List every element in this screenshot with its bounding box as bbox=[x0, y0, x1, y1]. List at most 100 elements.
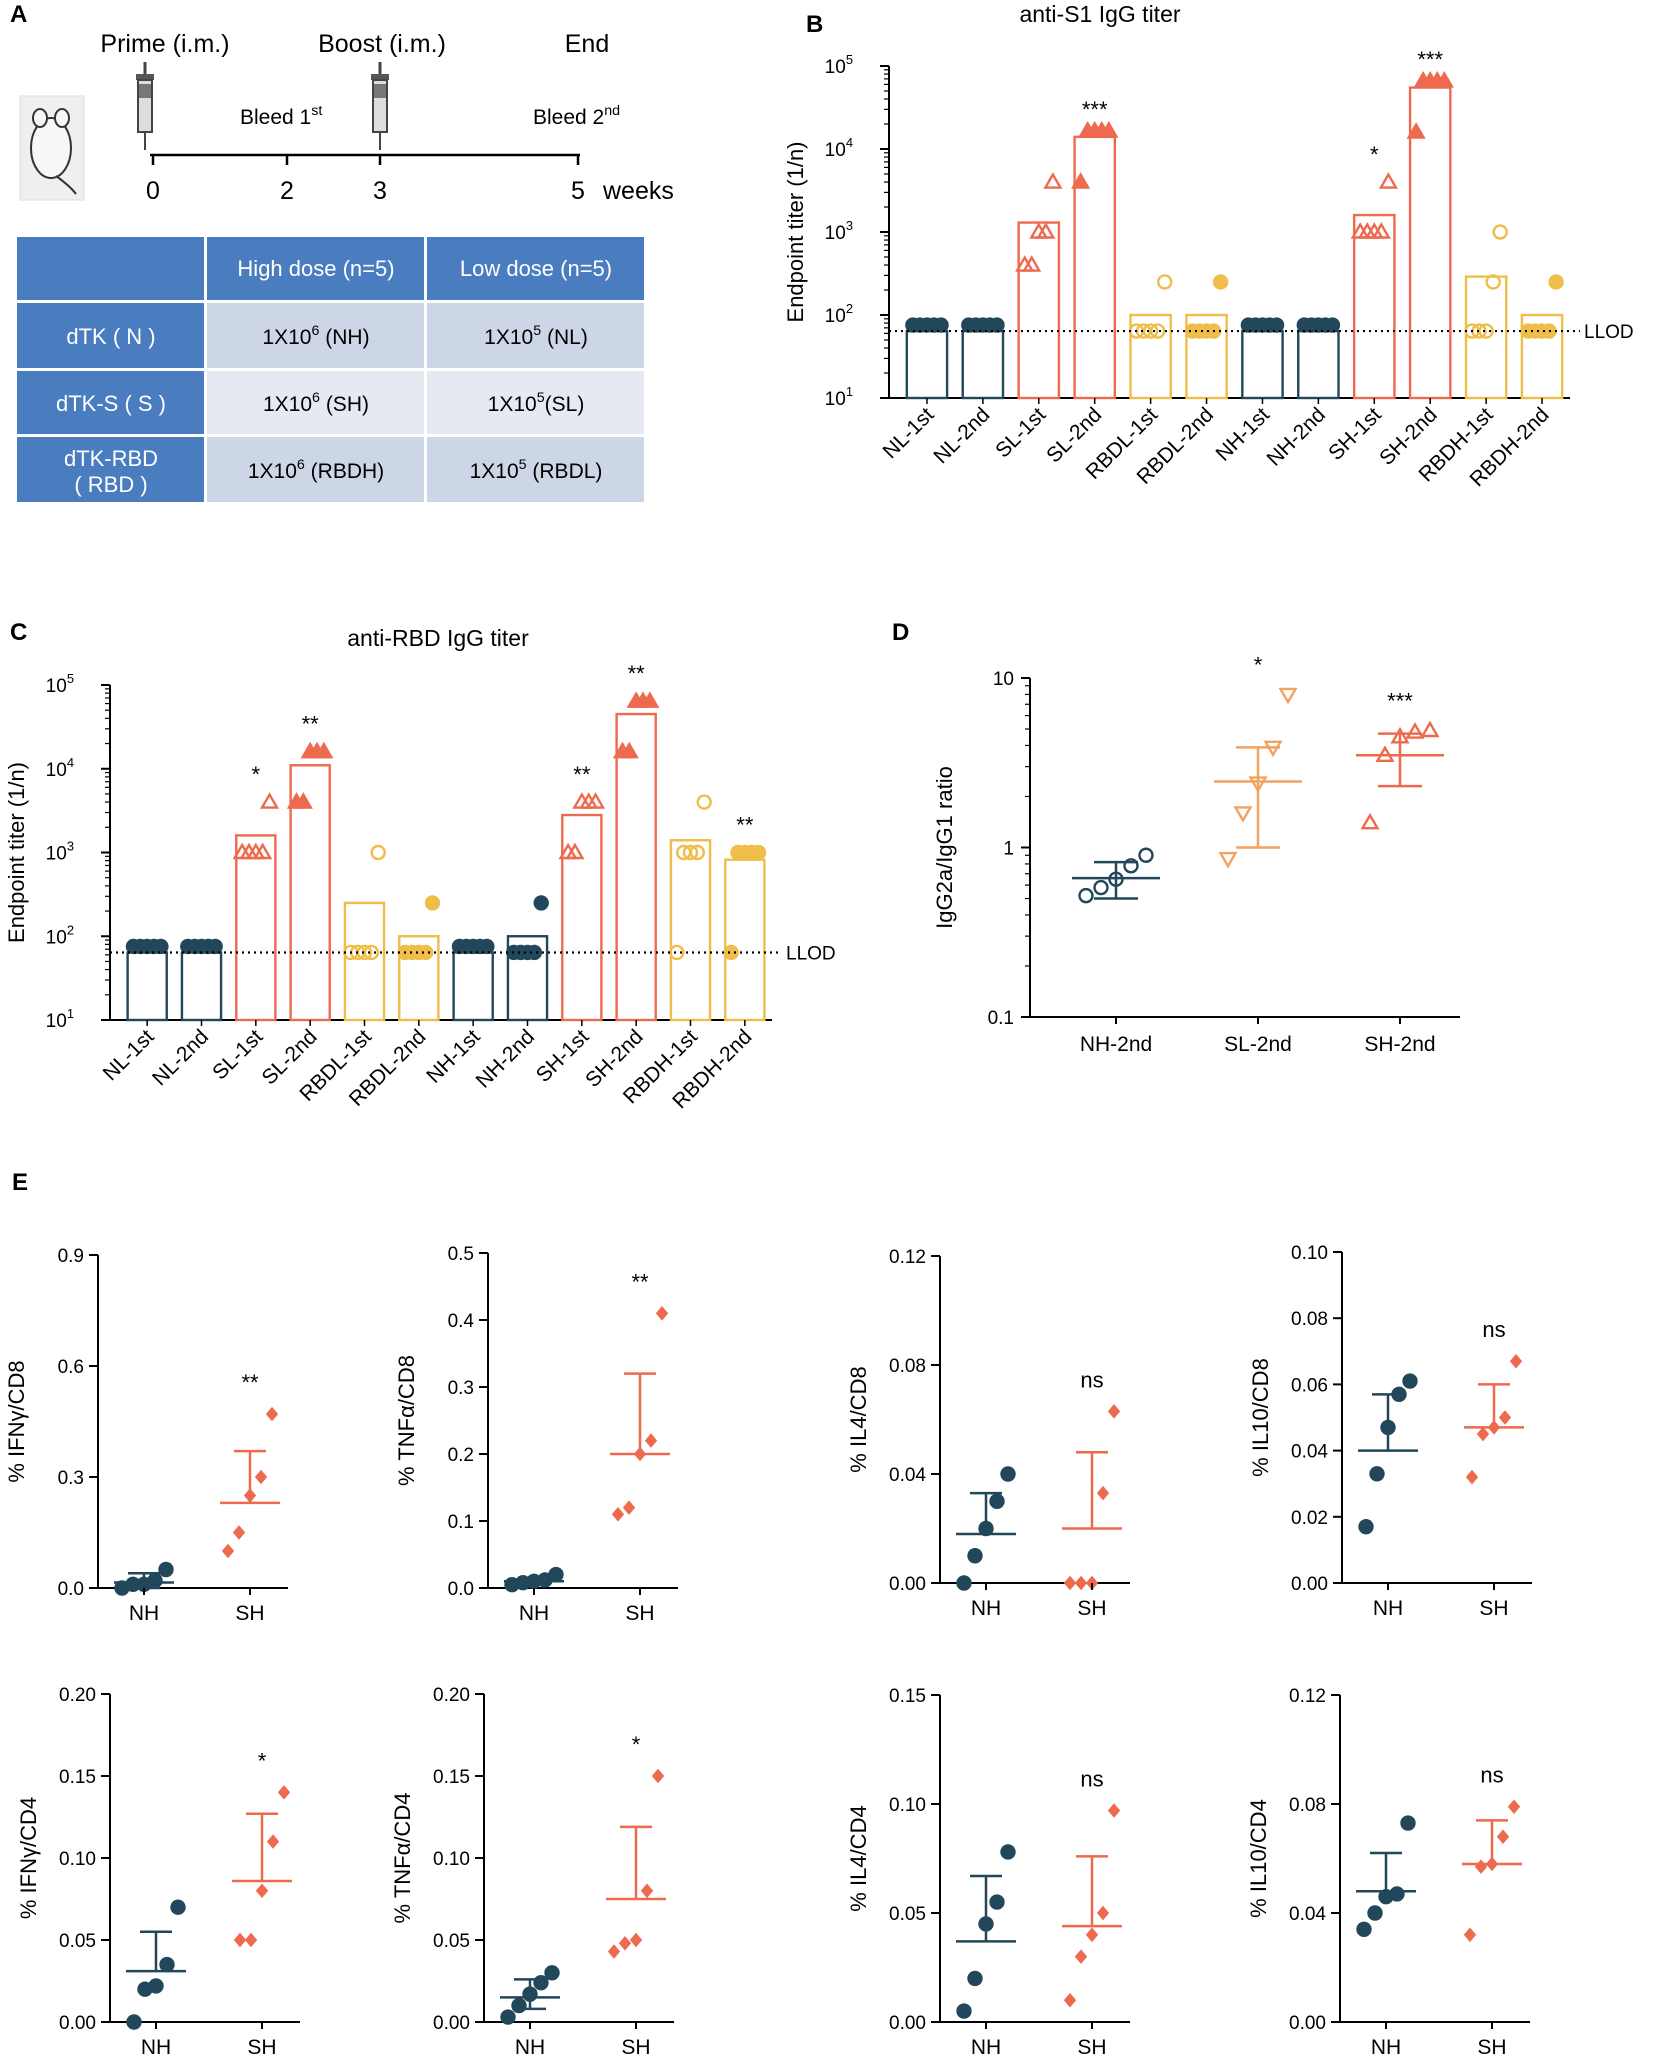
data-point bbox=[629, 1932, 643, 1948]
y-tick-label: 0.00 bbox=[1289, 2013, 1326, 2034]
group-label: NH bbox=[1373, 1597, 1403, 1620]
table-cell bbox=[427, 237, 644, 300]
label-base: 10 bbox=[46, 1011, 67, 1032]
group-label: NH-2nd bbox=[1080, 1033, 1152, 1056]
data-point bbox=[682, 844, 699, 861]
data-point bbox=[585, 792, 606, 809]
y-tick-label: 103 bbox=[825, 218, 853, 244]
data-point bbox=[500, 2009, 516, 2025]
timeline-tick-label: 0 bbox=[146, 177, 160, 205]
data-point bbox=[1157, 274, 1173, 290]
y-tick-label: 102 bbox=[46, 922, 74, 948]
panel-a-label: A bbox=[10, 1, 27, 28]
label-superscript: 6 bbox=[297, 457, 305, 473]
data-point bbox=[1360, 812, 1380, 830]
table-cell bbox=[17, 237, 204, 300]
y-tick-label: 0.00 bbox=[1291, 1574, 1328, 1595]
syringe-handle bbox=[371, 74, 389, 80]
llod-label: LLOD bbox=[786, 943, 836, 964]
label-superscript: 5 bbox=[537, 390, 545, 406]
y-tick-label: 0.08 bbox=[1289, 1795, 1326, 1816]
significance-label: *** bbox=[1387, 689, 1413, 714]
y-tick-label: 0.2 bbox=[448, 1445, 474, 1466]
data-point bbox=[417, 944, 434, 961]
significance-label: * bbox=[252, 762, 261, 787]
table-cell bbox=[207, 437, 424, 502]
panel-a: A 0 2 3 5 weeks Prime (i.m.) Boost (i.m.) End Ble… bbox=[10, 1, 674, 502]
data-point bbox=[1107, 1803, 1121, 1818]
y-tick-label: 0.04 bbox=[889, 1465, 926, 1486]
event-end: End bbox=[565, 30, 609, 58]
y-axis-title: IgG2a/IgG1 ratio bbox=[932, 766, 957, 929]
data-point bbox=[148, 1978, 164, 1994]
data-point bbox=[254, 1469, 268, 1485]
syringe-fluid bbox=[139, 84, 151, 98]
y-tick-label: 0.00 bbox=[59, 2013, 96, 2034]
y-tick-label: 0.5 bbox=[448, 1244, 474, 1265]
data-point bbox=[618, 1936, 632, 1951]
panel-e8-chart: 0.00 0.04 0.08 0.12 % IL10/CD4 NH ns SH bbox=[1246, 1686, 1530, 2059]
y-tick-label: 0.10 bbox=[1291, 1243, 1328, 1264]
y-axis-title: % TNFα/CD8 bbox=[394, 1355, 419, 1486]
data-point bbox=[544, 1965, 560, 1981]
timeline-unit: weeks bbox=[602, 177, 674, 205]
y-tick-label: 0.15 bbox=[59, 1767, 96, 1788]
data-point bbox=[221, 1543, 235, 1559]
group-label: NH bbox=[515, 2036, 545, 2059]
y-tick-label: 0.12 bbox=[1289, 1686, 1326, 1707]
panel-e6-chart: 0.00 0.05 0.10 0.15 0.20 % TNFα/CD4 NH * SH bbox=[390, 1685, 674, 2059]
bar bbox=[343, 901, 386, 1022]
table-cell bbox=[17, 303, 204, 368]
data-point bbox=[956, 1575, 972, 1591]
y-tick-label: 0.00 bbox=[889, 2013, 926, 2034]
label-base: Bleed 1 bbox=[240, 106, 311, 129]
label-superscript: 5 bbox=[519, 457, 527, 473]
bar bbox=[1017, 221, 1061, 400]
panel-e4-chart: 0.00 0.02 0.04 0.06 0.08 0.10 % IL10/CD8 NH ns SH bbox=[1248, 1243, 1532, 1620]
data-point bbox=[526, 944, 543, 961]
data-point bbox=[669, 944, 685, 961]
significance-label: ** bbox=[736, 813, 754, 838]
data-point bbox=[611, 1507, 625, 1522]
y-tick-label: 0.02 bbox=[1291, 1508, 1328, 1529]
label-superscript: 5 bbox=[67, 671, 74, 686]
data-point bbox=[1402, 1373, 1418, 1389]
data-point bbox=[1063, 1992, 1077, 2008]
panel-e7-chart: 0.00 0.05 0.10 0.15 % IL4/CD4 NH ns SH bbox=[846, 1686, 1130, 2059]
data-point bbox=[1233, 806, 1253, 823]
y-tick-label: 0.0 bbox=[448, 1579, 474, 1600]
data-point bbox=[1465, 1469, 1479, 1485]
data-point bbox=[1496, 1829, 1510, 1844]
table-low-dose: 1X105(SL) bbox=[488, 390, 585, 416]
y-tick-label: 0.08 bbox=[1291, 1309, 1328, 1330]
group-label: SL-2nd bbox=[1224, 1033, 1292, 1056]
data-point bbox=[723, 944, 739, 961]
bleed-2nd: Bleed 2nd bbox=[533, 103, 620, 129]
y-tick-label: 0.06 bbox=[1291, 1375, 1328, 1396]
y-tick-label: 0.20 bbox=[59, 1685, 96, 1706]
y-tick-label: 10 bbox=[993, 669, 1014, 690]
data-point bbox=[1478, 323, 1494, 339]
table-cell bbox=[17, 371, 204, 434]
y-tick-label: 0.10 bbox=[433, 1849, 470, 1870]
data-point bbox=[1074, 1949, 1088, 1964]
data-point bbox=[1071, 172, 1091, 189]
label-tail: (RBDH) bbox=[305, 460, 384, 483]
panel-b-label: B bbox=[806, 11, 823, 38]
table-cell bbox=[17, 437, 204, 502]
data-point bbox=[533, 895, 549, 911]
category-label: NL-2nd bbox=[148, 1025, 213, 1090]
y-axis-title: % IL4/CD4 bbox=[846, 1805, 871, 1911]
group-label: SH bbox=[1077, 2036, 1106, 2059]
data-point bbox=[1507, 1799, 1521, 1814]
significance-label: * bbox=[632, 1732, 641, 1757]
table-cell bbox=[207, 371, 424, 434]
label-superscript: 6 bbox=[312, 390, 320, 406]
data-point bbox=[1138, 847, 1154, 863]
data-point bbox=[1078, 887, 1094, 904]
table-high-dose: 1X106 (SH) bbox=[263, 390, 369, 416]
data-point bbox=[370, 844, 386, 861]
label-base: 1X10 bbox=[488, 393, 537, 416]
y-axis-title: % TNFα/CD4 bbox=[390, 1793, 415, 1924]
bar bbox=[669, 839, 712, 1022]
